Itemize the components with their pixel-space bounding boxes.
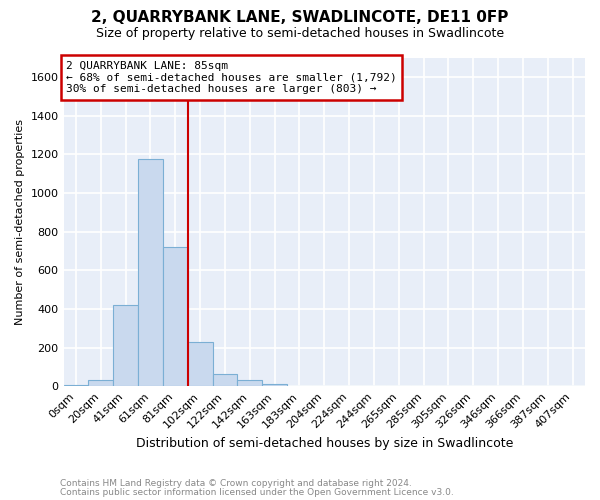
Bar bbox=[64, 384, 88, 386]
Bar bbox=[238, 380, 262, 386]
Bar bbox=[113, 305, 138, 386]
Bar bbox=[163, 247, 188, 386]
Y-axis label: Number of semi-detached properties: Number of semi-detached properties bbox=[15, 119, 25, 325]
Bar bbox=[138, 159, 163, 386]
Text: Size of property relative to semi-detached houses in Swadlincote: Size of property relative to semi-detach… bbox=[96, 28, 504, 40]
Bar bbox=[212, 374, 238, 386]
X-axis label: Distribution of semi-detached houses by size in Swadlincote: Distribution of semi-detached houses by … bbox=[136, 437, 513, 450]
Text: 2 QUARRYBANK LANE: 85sqm
← 68% of semi-detached houses are smaller (1,792)
30% o: 2 QUARRYBANK LANE: 85sqm ← 68% of semi-d… bbox=[66, 61, 397, 94]
Text: Contains public sector information licensed under the Open Government Licence v3: Contains public sector information licen… bbox=[60, 488, 454, 497]
Bar bbox=[188, 342, 212, 386]
Text: Contains HM Land Registry data © Crown copyright and database right 2024.: Contains HM Land Registry data © Crown c… bbox=[60, 479, 412, 488]
Text: 2, QUARRYBANK LANE, SWADLINCOTE, DE11 0FP: 2, QUARRYBANK LANE, SWADLINCOTE, DE11 0F… bbox=[91, 10, 509, 25]
Bar bbox=[88, 380, 113, 386]
Bar bbox=[262, 384, 287, 386]
